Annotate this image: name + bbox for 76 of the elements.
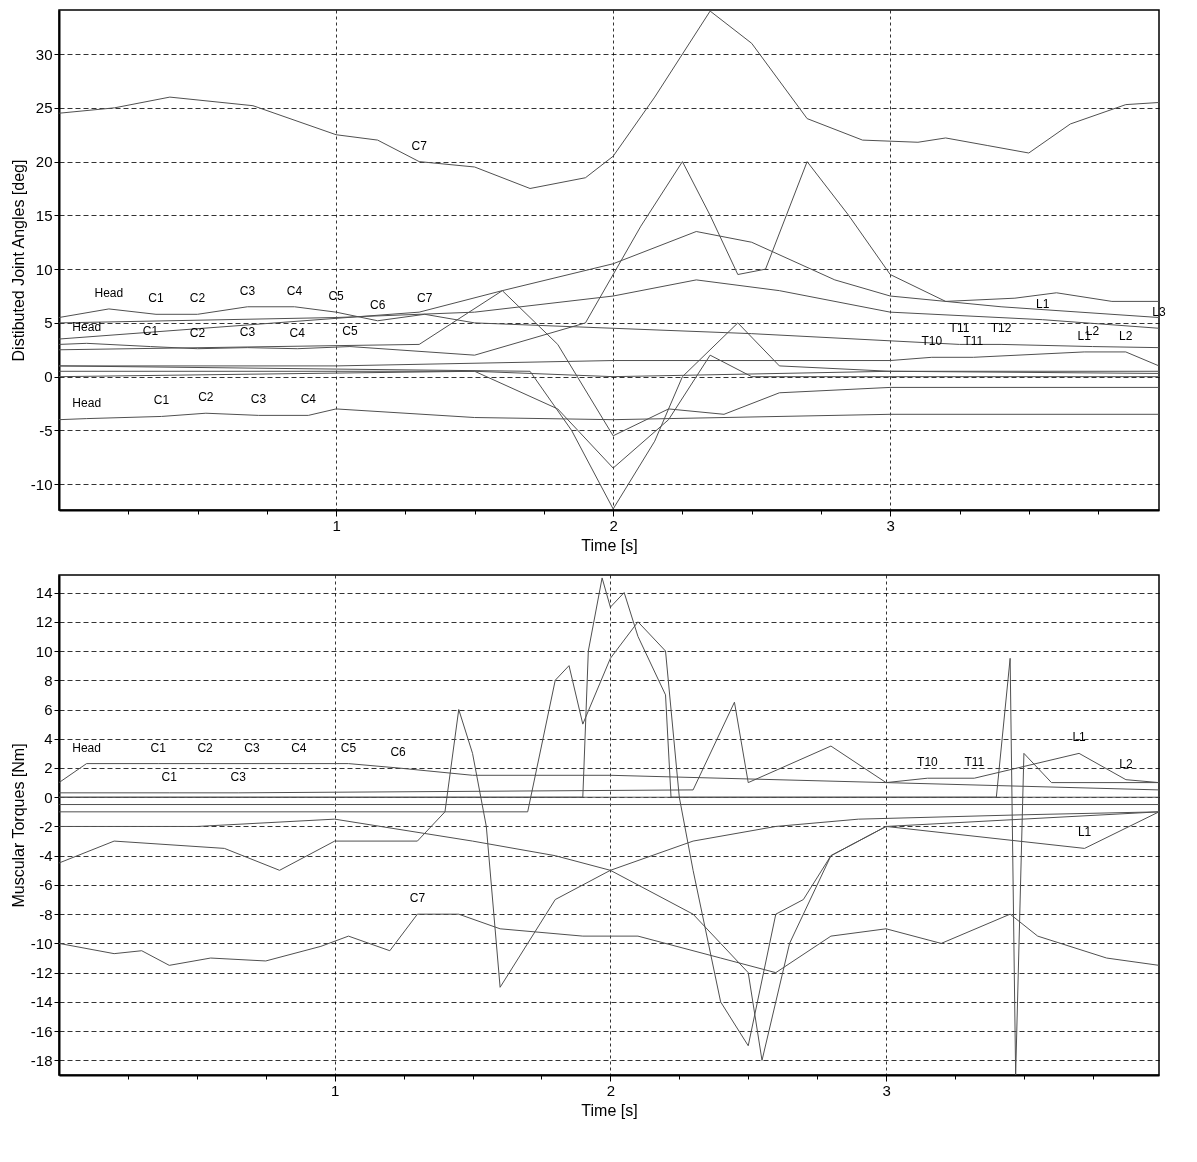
y-tick-label: -12 (30, 964, 53, 982)
y-tick-label: -10 (30, 934, 53, 952)
annotation: C7 (409, 891, 426, 906)
annotation: C1 (148, 291, 164, 306)
annotation: C3 (250, 392, 267, 407)
x-tick-label: 2 (606, 1081, 616, 1099)
annotation: T11 (964, 755, 985, 770)
annotation: C2 (189, 291, 206, 306)
annotation: L2 (1119, 328, 1133, 343)
y-tick-label: 10 (35, 642, 53, 660)
y-tick-label: 2 (44, 759, 53, 777)
annotation: C1 (153, 393, 170, 408)
y-axis-title: Distibuted Joint Angles [deg] (9, 159, 27, 362)
annotation: C3 (239, 324, 256, 339)
annotation: C1 (150, 740, 167, 755)
annotation: C6 (390, 744, 407, 759)
y-tick-label: 6 (44, 701, 53, 718)
annotation: L2 (1119, 756, 1133, 771)
annotation: T11 (949, 321, 970, 336)
annotation: C1 (142, 323, 159, 338)
annotation: C2 (197, 740, 214, 755)
y-tick-label: 0 (44, 788, 53, 806)
annotation: C7 (417, 291, 433, 306)
annotation: Head (72, 320, 102, 335)
annotation: C2 (189, 325, 206, 340)
annotation: C3 (244, 740, 260, 755)
annotation: T12 (990, 321, 1012, 336)
annotation: C3 (230, 769, 247, 784)
x-tick-label: 1 (332, 516, 341, 534)
y-tick-label: 20 (35, 153, 53, 171)
annotation: Head (72, 740, 101, 755)
y-tick-label: 5 (44, 314, 53, 332)
annotation: L1 (1035, 296, 1050, 311)
annotation: C5 (328, 289, 345, 304)
y-tick-label: 4 (44, 730, 53, 748)
annotation: Head (72, 395, 102, 410)
y-tick-label: -2 (39, 817, 53, 835)
y-tick-label: 25 (35, 99, 53, 117)
x-tick-label: 3 (886, 516, 895, 534)
y-tick-label: 30 (35, 45, 53, 63)
x-tick-label: 3 (882, 1081, 891, 1099)
annotation: C4 (300, 392, 317, 407)
annotation: C4 (286, 283, 303, 298)
y-axis-title: Muscular Torques [Nm] (9, 743, 27, 908)
annotation: L1 (1072, 730, 1087, 745)
y-tick-label: -6 (39, 876, 53, 894)
y-tick-label: 8 (44, 671, 53, 689)
y-tick-label: 10 (35, 260, 53, 278)
y-tick-label: -4 (39, 847, 53, 865)
annotation: C1 (161, 769, 178, 784)
annotation: C3 (239, 283, 256, 298)
annotation: C2 (198, 390, 214, 405)
y-tick-label: -10 (30, 475, 53, 493)
x-axis-title: Time [s] (581, 536, 638, 554)
y-tick-label: 15 (35, 206, 53, 224)
x-tick-label: 1 (331, 1081, 340, 1099)
y-tick-label: 0 (44, 368, 53, 386)
annotation: T10 (917, 755, 939, 770)
annotation: L1 (1077, 825, 1092, 840)
annotation: C5 (340, 740, 357, 755)
annotation: C4 (291, 740, 307, 755)
x-tick-label: 2 (609, 516, 618, 534)
annotation: C6 (369, 297, 386, 312)
y-tick-label: -16 (30, 1022, 53, 1040)
y-tick-label: -5 (39, 421, 53, 439)
annotation: Head (94, 285, 124, 300)
annotation: C7 (411, 138, 428, 153)
y-tick-label: -14 (30, 993, 53, 1011)
annotation: C5 (342, 323, 358, 338)
y-tick-label: 12 (35, 613, 53, 631)
y-tick-label: 14 (35, 584, 53, 602)
x-axis-title: Time [s] (581, 1101, 638, 1119)
annotation: T10 (921, 334, 943, 349)
annotation: C4 (289, 325, 306, 340)
y-tick-label: -18 (30, 1051, 53, 1069)
y-tick-label: -8 (39, 905, 53, 923)
